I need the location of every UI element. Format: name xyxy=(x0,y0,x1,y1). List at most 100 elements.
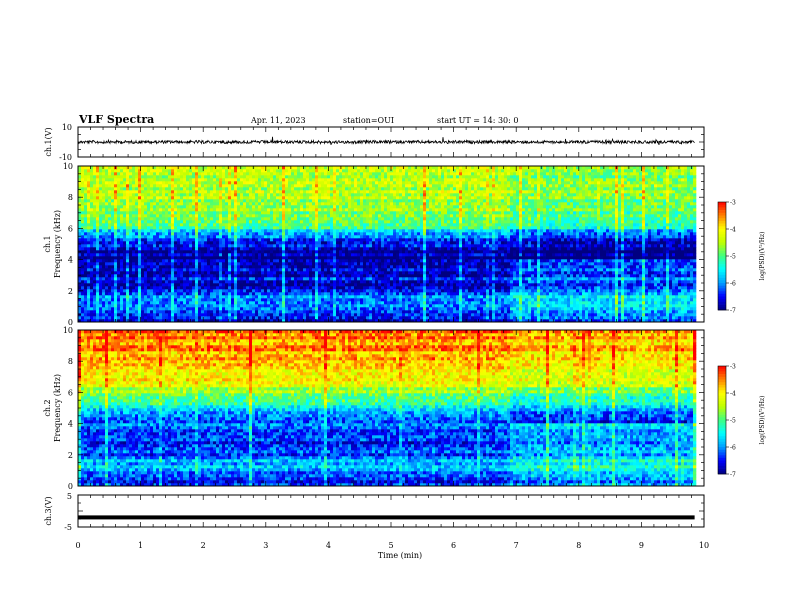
spectrogram-cell xyxy=(90,283,93,286)
spectrogram-cell xyxy=(675,295,678,298)
spectrogram-cell xyxy=(279,295,282,298)
spectrogram-cell xyxy=(600,292,603,295)
spectrogram-cell xyxy=(105,253,108,256)
spectrogram-cell xyxy=(261,256,264,259)
spectrogram-cell xyxy=(228,253,231,256)
spectrogram-cell xyxy=(498,253,501,256)
spectrogram-cell xyxy=(267,307,270,310)
spectrogram-cell xyxy=(564,307,567,310)
spectrogram-cell xyxy=(132,274,135,277)
spectrogram-cell xyxy=(90,277,93,280)
spectrogram-cell xyxy=(558,292,561,295)
spectrogram-cell xyxy=(519,310,522,313)
spectrogram-cell xyxy=(357,265,360,268)
spectrogram-cell xyxy=(210,304,213,307)
spectrogram-cell xyxy=(465,265,468,268)
spectrogram-cell xyxy=(327,310,330,313)
spectrogram-cell xyxy=(90,307,93,310)
spectrogram-cell xyxy=(561,259,564,262)
spectrogram-cell xyxy=(294,256,297,259)
spectrogram-cell xyxy=(159,307,162,310)
spectrogram-cell xyxy=(348,265,351,268)
spectrogram-cell xyxy=(684,304,687,307)
spectrogram-cell xyxy=(423,310,426,313)
spectrogram-cell xyxy=(273,253,276,256)
spectrogram-cell xyxy=(597,277,600,280)
spectrogram-cell xyxy=(339,280,342,283)
spectrogram-cell xyxy=(348,313,351,316)
spectrogram-cell xyxy=(237,268,240,271)
spectrogram-cell xyxy=(207,277,210,280)
spectrogram-cell xyxy=(660,313,663,316)
spectrogram-cell xyxy=(420,307,423,310)
spectrogram-cell xyxy=(231,253,234,256)
spectrogram-cell xyxy=(585,304,588,307)
spectrogram-cell xyxy=(690,253,693,256)
spectrogram-cell xyxy=(480,283,483,286)
spectrogram-cell xyxy=(513,268,516,271)
spectrogram-cell xyxy=(270,274,273,277)
spectrogram-cell xyxy=(258,274,261,277)
spectrogram-cell xyxy=(549,265,552,268)
spectrogram-cell xyxy=(150,253,153,256)
spectrogram-cell xyxy=(618,268,621,271)
spectrogram-cell xyxy=(135,313,138,316)
spectrogram-cell xyxy=(498,310,501,313)
spectrogram-cell xyxy=(195,289,198,292)
spectrogram-cell xyxy=(600,277,603,280)
spectrogram-cell xyxy=(576,280,579,283)
spectrogram-cell xyxy=(639,274,642,277)
spectrogram-cell xyxy=(87,286,90,289)
spectrogram-cell xyxy=(654,280,657,283)
spectrogram-cell xyxy=(531,295,534,298)
spectrogram-cell xyxy=(174,256,177,259)
spectrogram-cell xyxy=(468,307,471,310)
spectrogram-cell xyxy=(504,310,507,313)
spectrogram-cell xyxy=(585,298,588,301)
spectrogram-cell xyxy=(381,316,384,319)
spectrogram-cell xyxy=(573,265,576,268)
spectrogram-cell xyxy=(174,289,177,292)
spectrogram-cell xyxy=(498,262,501,265)
spectrogram-cell xyxy=(402,277,405,280)
spectrogram-cell xyxy=(237,271,240,274)
spectrogram-cell xyxy=(321,253,324,256)
spectrogram-cell xyxy=(198,253,201,256)
spectrogram-cell xyxy=(300,289,303,292)
spectrogram-cell xyxy=(567,292,570,295)
spectrogram-cell xyxy=(333,289,336,292)
spectrogram-cell xyxy=(357,316,360,319)
spectrogram-cell xyxy=(111,253,114,256)
spectrogram-cell xyxy=(429,265,432,268)
spectrogram-cell xyxy=(201,316,204,319)
spectrogram-cell xyxy=(426,301,429,304)
spectrogram-cell xyxy=(504,289,507,292)
spectrogram-cell xyxy=(276,280,279,283)
spectrogram-cell xyxy=(513,277,516,280)
spectrogram-cell xyxy=(522,277,525,280)
spectrogram-cell xyxy=(306,295,309,298)
spectrogram-cell xyxy=(258,289,261,292)
spectrogram-cell xyxy=(315,250,318,253)
spectrogram-cell xyxy=(360,316,363,319)
spectrogram-cell xyxy=(612,274,615,277)
spectrogram-cell xyxy=(375,289,378,292)
spectrogram-cell xyxy=(333,268,336,271)
spectrogram-cell xyxy=(183,283,186,286)
spectrogram-cell xyxy=(513,307,516,310)
spectrogram-cell xyxy=(651,286,654,289)
spectrogram-cell xyxy=(282,310,285,313)
spectrogram-cell xyxy=(312,313,315,316)
spectrogram-cell xyxy=(285,304,288,307)
spectrogram-cell xyxy=(153,304,156,307)
spectrogram-cell xyxy=(594,271,597,274)
spectrogram-cell xyxy=(387,265,390,268)
spectrogram-cell xyxy=(213,283,216,286)
spectrogram-cell xyxy=(549,310,552,313)
spectrogram-cell xyxy=(624,304,627,307)
spectrogram-cell xyxy=(456,298,459,301)
spectrogram-cell xyxy=(630,310,633,313)
spectrogram-cell xyxy=(243,253,246,256)
spectrogram-cell xyxy=(261,250,264,253)
spectrogram-cell xyxy=(693,316,696,319)
